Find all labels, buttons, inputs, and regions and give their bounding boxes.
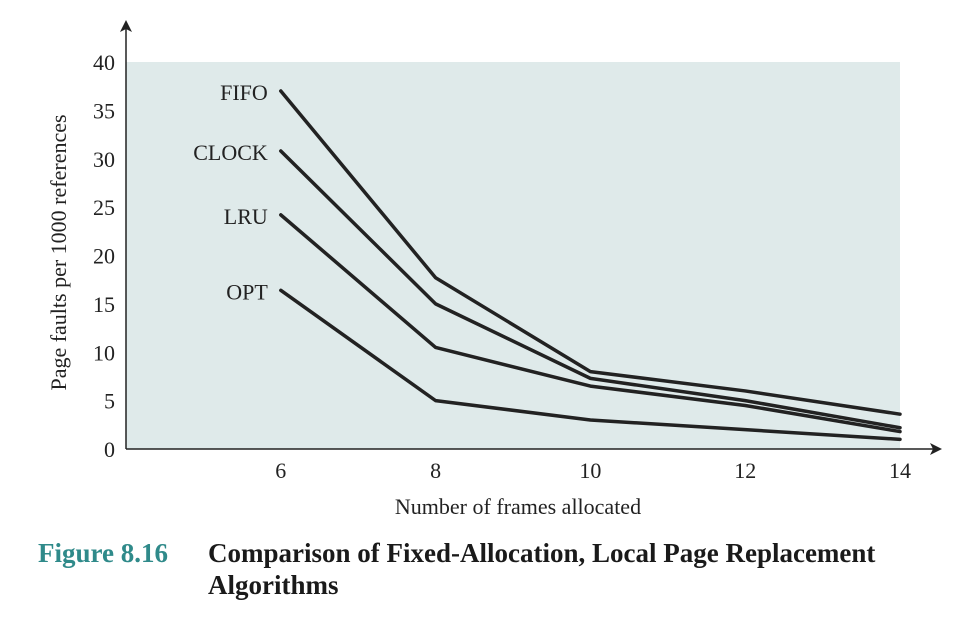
x-tick-label: 12	[734, 458, 756, 483]
y-tick-label: 30	[93, 147, 115, 172]
series-line-clock	[279, 149, 902, 430]
y-tick-label: 35	[93, 98, 115, 123]
series-label-opt: OPT	[226, 279, 268, 304]
series-labels: FIFO CLOCK LRU OPT	[193, 80, 268, 304]
series-label-lru: LRU	[224, 204, 268, 229]
plot-area	[126, 62, 900, 449]
y-tick-label: 40	[93, 50, 115, 75]
y-axis-title: Page faults per 1000 references	[46, 114, 71, 390]
figure-title: Comparison of Fixed-Allocation, Local Pa…	[208, 538, 876, 600]
y-tick-label: 20	[93, 244, 115, 269]
y-axis-ticks: 0 5 10 15 20 25 30 35 40	[93, 50, 115, 462]
x-tick-label: 6	[275, 458, 286, 483]
x-tick-label: 14	[889, 458, 911, 483]
series-line-fifo	[279, 89, 902, 416]
x-tick-label: 8	[430, 458, 441, 483]
series-label-clock: CLOCK	[193, 140, 268, 165]
y-tick-label: 10	[93, 340, 115, 365]
y-tick-label: 25	[93, 195, 115, 220]
y-tick-label: 5	[104, 389, 115, 414]
line-chart: 0 5 10 15 20 25 30 35 40 6 8 10 12 14 FIFO CLOCK LRU OP…	[46, 20, 942, 519]
figure-number: Figure 8.16	[38, 538, 168, 568]
series-label-fifo: FIFO	[220, 80, 268, 105]
x-axis-ticks: 6 8 10 12 14	[275, 458, 911, 483]
series-line-lru	[279, 213, 902, 434]
series-lines	[279, 89, 902, 442]
x-tick-label: 10	[579, 458, 601, 483]
x-axis-title: Number of frames allocated	[395, 494, 641, 519]
series-line-opt	[279, 288, 902, 442]
y-tick-label: 0	[104, 437, 115, 462]
y-tick-label: 15	[93, 292, 115, 317]
